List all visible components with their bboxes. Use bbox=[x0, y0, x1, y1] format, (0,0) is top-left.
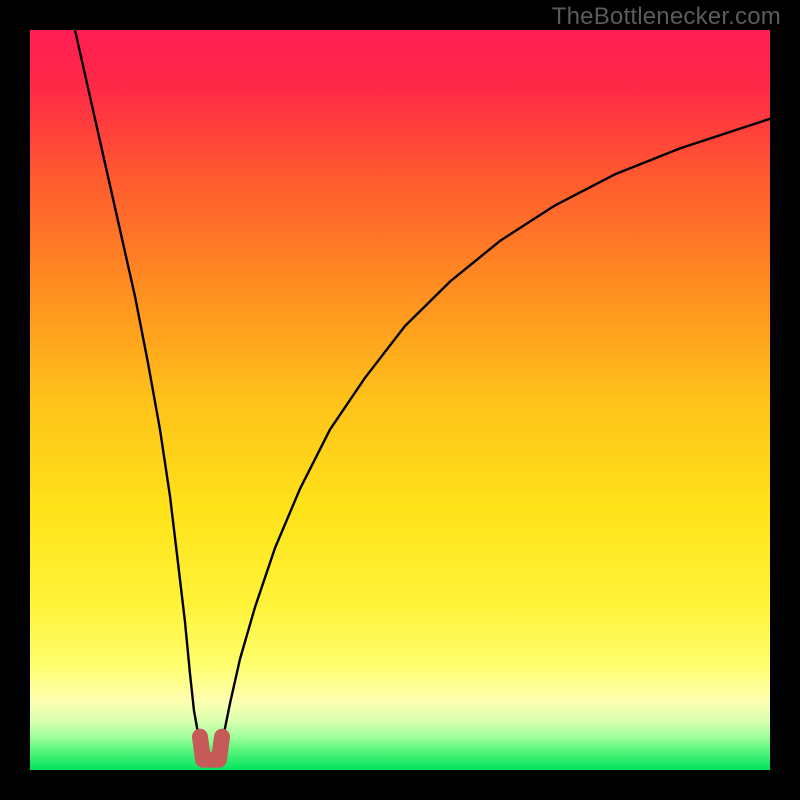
watermark-text: TheBottlenecker.com bbox=[552, 3, 781, 31]
chart-svg bbox=[0, 0, 800, 800]
chart-frame: TheBottlenecker.com bbox=[0, 0, 800, 800]
plot-background bbox=[30, 30, 770, 770]
